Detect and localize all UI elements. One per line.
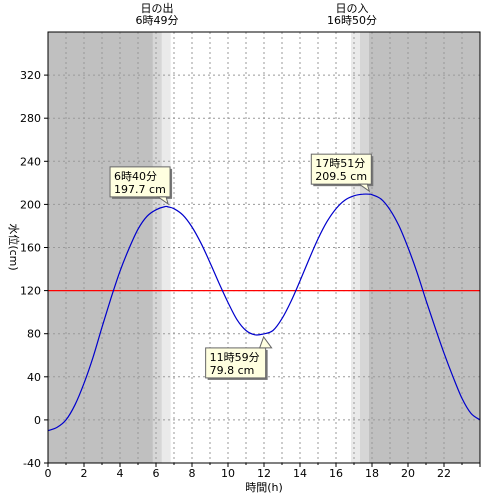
callout-pointer [156,196,169,206]
y-tick-label: 0 [34,414,41,427]
x-tick-label: 16 [329,467,343,480]
callout-time: 11時59分 [210,351,260,364]
x-tick-label: 2 [81,467,88,480]
x-tick-label: 22 [437,467,451,480]
callout-box [205,347,267,379]
callout-time: 6時40分 [114,170,157,183]
y-tick-label: -40 [23,457,41,470]
y-tick-label: 80 [27,328,41,341]
callout-time: 17時51分 [315,157,365,170]
sunrise-label: 日の出 [141,1,174,15]
callout-pointer [258,335,273,349]
callout-value: 79.8 cm [210,364,255,377]
callout-box [310,153,372,185]
callout-value: 209.5 cm [315,170,367,183]
sunset-label: 日の入 [336,2,369,15]
x-tick-label: 12 [257,467,271,480]
tide-line [47,193,481,432]
x-tick-label: 8 [189,467,196,480]
x-tick-label: 4 [117,467,124,480]
x-tick-label: 10 [221,467,235,480]
y-tick-label: 40 [27,371,41,384]
callout-value: 197.7 cm [114,183,166,196]
callout-box [109,166,171,198]
daytime-area [170,32,351,463]
series-group [47,193,481,432]
x-tick-label: 14 [293,467,307,480]
x-tick-label: 20 [401,467,415,480]
y-tick-label: 200 [20,198,41,211]
callout-pointer [357,183,371,193]
y-tick-label: 160 [20,242,41,255]
y-tick-label: 320 [20,69,41,82]
sunrise-time: 6時49分 [136,14,179,27]
x-tick-label: 18 [365,467,379,480]
x-axis-label: 時間(h) [245,481,283,494]
y-tick-label: 280 [20,112,41,125]
y-tick-label: 240 [20,155,41,168]
axes: -40 0 40 80 120 160 200 240 280 320 0 2 4 6 8 10 12 14 16 1… [20,31,481,480]
x-tick-label: 6 [153,467,160,480]
y-axis-label: 水位(cm) [7,223,21,270]
x-tick-label: 0 [45,467,52,480]
y-tick-label: 120 [20,285,41,298]
sunset-time: 16時50分 [327,14,377,27]
